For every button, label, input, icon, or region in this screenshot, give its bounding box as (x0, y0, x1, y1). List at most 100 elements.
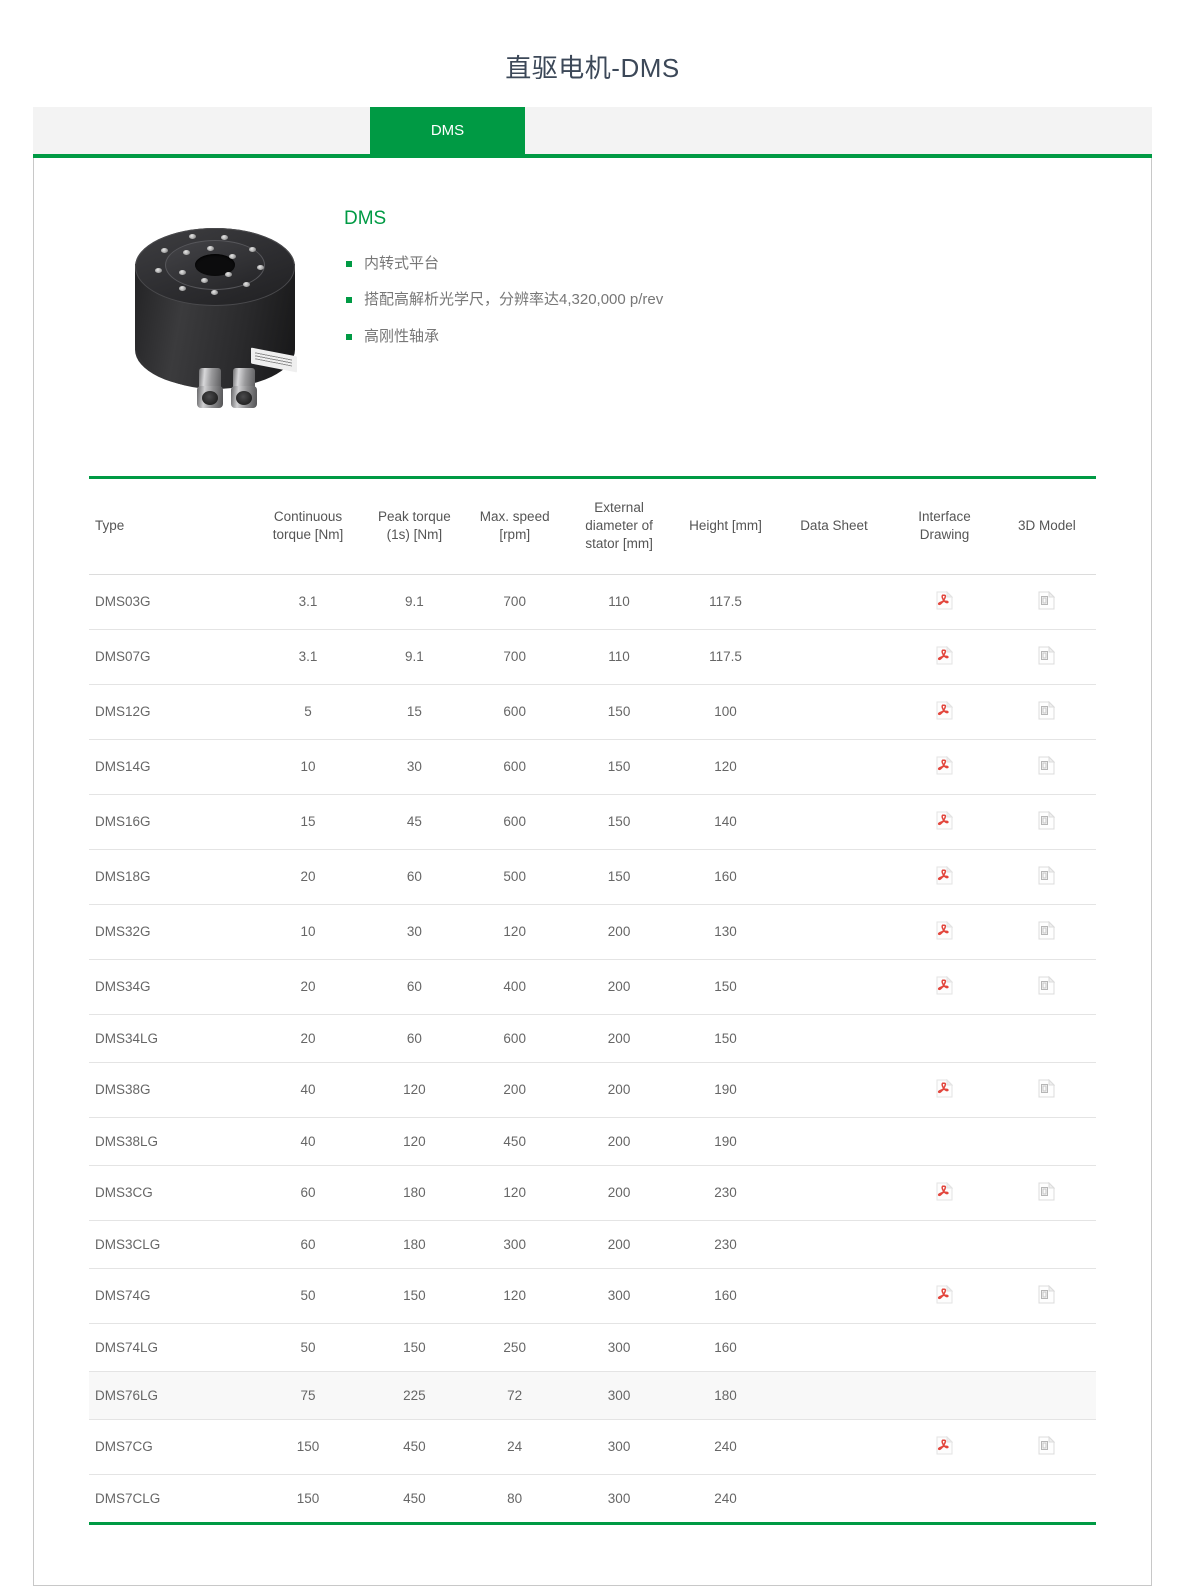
pdf-file-icon[interactable] (936, 755, 953, 775)
cell-data-sheet (776, 684, 892, 740)
content-container: DMS (33, 107, 1152, 1586)
pdf-file-icon[interactable] (936, 1078, 953, 1098)
table-row[interactable]: DMS07G 3.1 9.1 700 110 117.5 (89, 629, 1096, 685)
cell-interface-drawing[interactable] (891, 849, 998, 905)
table-row[interactable]: DMS74LG 50 150 250 300 160 (89, 1323, 1096, 1372)
table-header-row: Type Continuous torque [Nm] Peak torque … (89, 477, 1096, 575)
table-row[interactable]: DMS12G 5 15 600 150 100 (89, 684, 1096, 740)
pdf-file-icon[interactable] (936, 810, 953, 830)
tab-dms[interactable]: DMS (370, 107, 525, 154)
cell-interface-drawing[interactable] (891, 739, 998, 795)
cell-3d-model[interactable] (997, 1419, 1096, 1475)
cell-3d-model[interactable] (997, 1062, 1096, 1118)
3d-model-file-icon[interactable] (1038, 645, 1056, 665)
3d-model-file-icon[interactable] (1038, 1078, 1056, 1098)
pdf-file-icon[interactable] (936, 1181, 953, 1201)
cell-max-speed: 24 (465, 1419, 564, 1475)
pdf-file-icon[interactable] (936, 1284, 953, 1304)
cell-stator-diameter: 150 (563, 684, 675, 740)
table-row[interactable]: DMS16G 15 45 600 150 140 (89, 794, 1096, 850)
cell-interface-drawing[interactable] (891, 629, 998, 685)
table-row[interactable]: DMS76LG 75 225 72 300 180 (89, 1371, 1096, 1420)
3d-model-file-icon[interactable] (1038, 700, 1056, 720)
table-row[interactable]: DMS34LG 20 60 600 200 150 (89, 1014, 1096, 1063)
cell-max-speed: 600 (465, 739, 564, 795)
pdf-file-icon[interactable] (936, 700, 953, 720)
cell-height: 180 (674, 1371, 777, 1420)
cell-interface-drawing[interactable] (891, 1165, 998, 1221)
table-row[interactable]: DMS74G 50 150 120 300 160 (89, 1268, 1096, 1324)
cell-3d-model[interactable] (997, 959, 1096, 1015)
3d-model-file-icon[interactable] (1038, 920, 1056, 940)
cell-type: DMS18G (89, 849, 253, 905)
cell-continuous-torque: 40 (252, 1117, 364, 1166)
pdf-file-icon[interactable] (936, 865, 953, 885)
cell-peak-torque: 60 (363, 1014, 466, 1063)
table-row[interactable]: DMS03G 3.1 9.1 700 110 117.5 (89, 574, 1096, 630)
table-row[interactable]: DMS34G 20 60 400 200 150 (89, 959, 1096, 1015)
cell-height: 240 (714, 1490, 737, 1506)
cell-data-sheet (776, 1062, 892, 1118)
3d-model-file-icon[interactable] (1038, 1435, 1056, 1455)
cell-peak-torque: 60 (363, 959, 466, 1015)
cell-interface-drawing[interactable] (891, 794, 998, 850)
cell-interface-drawing[interactable] (891, 959, 998, 1015)
3d-model-file-icon[interactable] (1038, 590, 1056, 610)
table-row[interactable]: DMS3CG 60 180 120 200 230 (89, 1165, 1096, 1221)
table-row[interactable]: DMS7CLG 150 450 80 300 240 (89, 1474, 1096, 1523)
cell-peak-torque: 30 (363, 739, 466, 795)
cell-interface-drawing[interactable] (891, 574, 998, 630)
tab-dms-label: DMS (430, 122, 465, 139)
column-header-height: Height [mm] (674, 477, 777, 575)
table-row[interactable]: DMS7CG 150 450 24 300 240 (89, 1419, 1096, 1475)
cell-3d-model[interactable] (997, 904, 1096, 960)
cell-interface-drawing[interactable] (891, 1268, 998, 1324)
cell-interface-drawing[interactable] (891, 904, 998, 960)
3d-model-file-icon[interactable] (1038, 1181, 1056, 1201)
cell-continuous-torque: 20 (252, 849, 364, 905)
cell-interface-drawing[interactable] (891, 1062, 998, 1118)
motor-photo-illustration (121, 206, 313, 421)
cell-3d-model[interactable] (997, 849, 1096, 905)
pdf-file-icon[interactable] (936, 645, 953, 665)
product-image (89, 200, 344, 421)
cell-continuous-torque: 60 (252, 1220, 364, 1269)
cell-interface-drawing (891, 1371, 998, 1420)
cell-max-speed: 300 (465, 1220, 564, 1269)
table-row[interactable]: DMS3CLG 60 180 300 200 230 (89, 1220, 1096, 1269)
cell-interface-drawing[interactable] (891, 1419, 998, 1475)
cell-height: 117.5 (674, 574, 777, 630)
pdf-file-icon[interactable] (936, 975, 953, 995)
cell-3d-model[interactable] (997, 629, 1096, 685)
3d-model-file-icon[interactable] (1038, 755, 1056, 775)
pdf-file-icon[interactable] (936, 1435, 953, 1455)
cell-3d-model[interactable] (997, 684, 1096, 740)
table-row[interactable]: DMS18G 20 60 500 150 160 (89, 849, 1096, 905)
cell-peak-torque: 120 (363, 1062, 466, 1118)
cell-3d-model[interactable] (997, 739, 1096, 795)
cell-3d-model[interactable] (997, 574, 1096, 630)
cell-height: 140 (674, 794, 777, 850)
cell-type: DMS76LG (89, 1371, 253, 1420)
table-row[interactable]: DMS38G 40 120 200 200 190 (89, 1062, 1096, 1118)
cell-3d-model[interactable] (997, 1165, 1096, 1221)
cell-continuous-torque: 15 (252, 794, 364, 850)
cell-3d-model[interactable] (997, 794, 1096, 850)
3d-model-file-icon[interactable] (1038, 975, 1056, 995)
cell-stator-diameter: 300 (563, 1371, 675, 1420)
motor-inner-screw (206, 246, 214, 251)
cell-interface-drawing[interactable] (891, 684, 998, 740)
cell-3d-model[interactable] (997, 1268, 1096, 1324)
3d-model-file-icon[interactable] (1038, 810, 1056, 830)
table-row[interactable]: DMS38LG 40 120 450 200 190 (89, 1117, 1096, 1166)
cell-continuous-torque: 60 (252, 1165, 364, 1221)
3d-model-file-icon[interactable] (1038, 1284, 1056, 1304)
table-row[interactable]: DMS14G 10 30 600 150 120 (89, 739, 1096, 795)
cell-max-speed: 200 (465, 1062, 564, 1118)
pdf-file-icon[interactable] (936, 590, 953, 610)
cell-continuous-torque: 50 (252, 1268, 364, 1324)
table-row[interactable]: DMS32G 10 30 120 200 130 (89, 904, 1096, 960)
pdf-file-icon[interactable] (936, 920, 953, 940)
3d-model-file-icon[interactable] (1038, 865, 1056, 885)
